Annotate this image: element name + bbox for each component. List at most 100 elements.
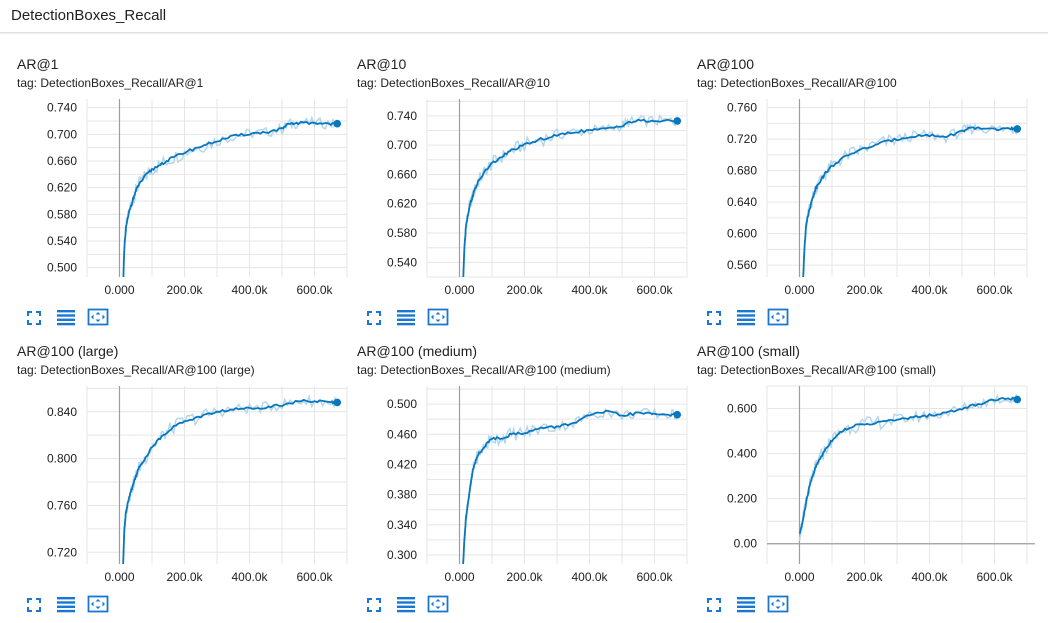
x-tick-label: 200.0k (846, 570, 883, 584)
y-tick-label: 0.760 (47, 498, 77, 512)
fullscreen-icon (27, 311, 41, 325)
chart-tag: tag: DetectionBoxes_Recall/AR@100 (mediu… (357, 363, 611, 377)
chart-tag: tag: DetectionBoxes_Recall/AR@100 (small… (697, 363, 936, 377)
x-tick-label: 0.000 (784, 570, 814, 584)
data-series-icon (737, 597, 755, 613)
fit-domain-button[interactable] (86, 306, 110, 328)
section-title: DetectionBoxes_Recall (11, 7, 167, 24)
chart-title: AR@1 (17, 56, 59, 72)
data-series-button[interactable] (734, 306, 758, 328)
y-tick-label: 0.500 (387, 397, 417, 411)
y-tick-label: 0.380 (387, 488, 417, 502)
chart-tag: tag: DetectionBoxes_Recall/AR@10 (357, 76, 550, 90)
y-tick-label: 0.760 (727, 101, 757, 115)
chart-title: AR@100 (697, 56, 755, 72)
chart-plot[interactable]: 0.00 0.200 0.400 0.600 0.000 200.0k 400.0k 600.… (697, 343, 1037, 593)
smoothed-series-line (122, 398, 338, 564)
fullscreen-button[interactable] (22, 306, 46, 328)
data-series-icon (57, 597, 75, 613)
x-tick-label: 400.0k (571, 570, 608, 584)
series-group (122, 115, 338, 277)
fit-domain-button[interactable] (766, 306, 790, 328)
y-tick-label: 0.680 (727, 164, 757, 178)
series-end-point (333, 119, 342, 128)
fullscreen-icon (707, 311, 721, 325)
x-tick-label: 400.0k (231, 283, 268, 297)
x-tick-label: 600.0k (976, 283, 1013, 297)
raw-series-line (122, 394, 338, 564)
x-tick-label: 600.0k (296, 283, 333, 297)
y-tick-label: 0.540 (387, 255, 417, 269)
fit-domain-icon (87, 308, 109, 326)
x-tick-label: 400.0k (571, 283, 608, 297)
x-tick-label: 600.0k (296, 570, 333, 584)
raw-series-line (462, 407, 678, 564)
y-tick-label: 0.740 (47, 101, 77, 115)
chart-card-ar10: AR@10 tag: DetectionBoxes_Recall/AR@10 0… (357, 56, 697, 336)
data-series-button[interactable] (734, 593, 758, 615)
series-end-point (1013, 125, 1022, 133)
chart-plot[interactable]: 0.720 0.760 0.800 0.840 0.000 200.0k 400.0k 600… (17, 343, 357, 593)
y-tick-label: 0.560 (727, 258, 757, 272)
raw-series-line (802, 122, 1018, 277)
fullscreen-icon (707, 598, 721, 612)
x-tick-label: 200.0k (166, 570, 203, 584)
y-tick-label: 0.700 (47, 127, 77, 141)
data-series-icon (397, 597, 415, 613)
fit-domain-button[interactable] (426, 593, 450, 615)
chart-card-ar100-small: AR@100 (small) tag: DetectionBoxes_Recal… (697, 343, 1037, 623)
fullscreen-icon (367, 311, 381, 325)
x-tick-label: 200.0k (506, 570, 543, 584)
data-series-button[interactable] (54, 593, 78, 615)
chart-plot[interactable]: 0.540 0.580 0.620 0.660 0.700 0.740 0.000 200.0… (357, 56, 697, 306)
y-tick-label: 0.840 (47, 405, 77, 419)
fullscreen-button[interactable] (362, 306, 386, 328)
chart-title: AR@100 (large) (17, 343, 119, 359)
fullscreen-button[interactable] (702, 306, 726, 328)
y-tick-label: 0.600 (727, 402, 757, 416)
y-tick-label: 0.720 (727, 132, 757, 146)
chart-card-ar100-large: AR@100 (large) tag: DetectionBoxes_Recal… (17, 343, 357, 623)
fit-domain-icon (427, 595, 449, 613)
x-tick-label: 0.000 (104, 283, 134, 297)
data-series-button[interactable] (394, 306, 418, 328)
x-tick-label: 600.0k (636, 283, 673, 297)
x-tick-label: 400.0k (911, 570, 948, 584)
fit-domain-button[interactable] (766, 593, 790, 615)
fullscreen-button[interactable] (362, 593, 386, 615)
y-tick-label: 0.660 (47, 154, 77, 168)
fit-domain-button[interactable] (86, 593, 110, 615)
chart-card-ar100-medium: AR@100 (medium) tag: DetectionBoxes_Reca… (357, 343, 697, 623)
y-tick-label: 0.300 (387, 548, 417, 562)
section-header: DetectionBoxes_Recall (0, 0, 1048, 33)
smoothed-series-line (122, 120, 338, 277)
x-tick-label: 0.000 (784, 283, 814, 297)
fit-domain-button[interactable] (426, 306, 450, 328)
chart-title: AR@10 (357, 56, 407, 72)
chart-card-ar1: AR@1 tag: DetectionBoxes_Recall/AR@1 0.5… (17, 56, 357, 336)
chart-tag: tag: DetectionBoxes_Recall/AR@1 (17, 76, 204, 90)
y-tick-label: 0.00 (734, 537, 758, 551)
chart-plot[interactable]: 0.500 0.540 0.580 0.620 0.660 0.700 0.740 0.000… (17, 56, 357, 306)
fit-domain-icon (427, 308, 449, 326)
y-tick-label: 0.400 (727, 447, 757, 461)
data-series-button[interactable] (54, 306, 78, 328)
fullscreen-button[interactable] (702, 593, 726, 615)
y-tick-label: 0.640 (727, 195, 757, 209)
series-group (462, 407, 678, 564)
y-tick-label: 0.800 (47, 452, 77, 466)
smoothed-series-line (802, 125, 1018, 277)
y-tick-label: 0.620 (387, 197, 417, 211)
chart-tag: tag: DetectionBoxes_Recall/AR@100 (large… (17, 363, 255, 377)
smoothed-series-line (462, 409, 678, 564)
chart-plot[interactable]: 0.560 0.600 0.640 0.680 0.720 0.760 0.000 200.0… (697, 56, 1037, 306)
fullscreen-button[interactable] (22, 593, 46, 615)
x-tick-label: 200.0k (166, 283, 203, 297)
x-tick-label: 400.0k (911, 283, 948, 297)
data-series-button[interactable] (394, 593, 418, 615)
series-group (462, 113, 679, 277)
data-series-icon (57, 310, 75, 326)
chart-plot[interactable]: 0.300 0.340 0.380 0.420 0.460 0.500 0.000 200.0… (357, 343, 697, 593)
data-series-icon (737, 310, 755, 326)
chart-tag: tag: DetectionBoxes_Recall/AR@100 (697, 76, 897, 90)
